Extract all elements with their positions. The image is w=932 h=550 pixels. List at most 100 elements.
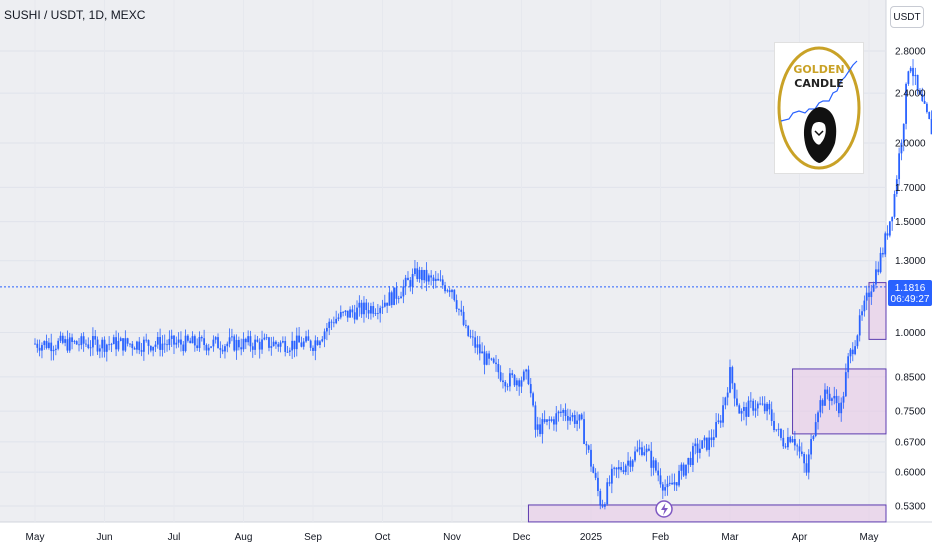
- candle-body: [504, 381, 507, 387]
- candle: [893, 190, 896, 219]
- lightning-icon: [661, 503, 668, 516]
- candle-body: [85, 343, 87, 345]
- candle: [154, 341, 157, 353]
- candle-body: [124, 338, 127, 351]
- candle-body: [66, 339, 69, 351]
- event-marker[interactable]: [655, 500, 673, 518]
- candle-body: [240, 347, 243, 350]
- candle-body: [858, 315, 861, 336]
- candle-body: [420, 270, 423, 281]
- candle-body: [604, 504, 606, 507]
- candle-body: [777, 428, 780, 430]
- candle-body: [235, 339, 238, 351]
- candle: [89, 340, 92, 357]
- candle-body: [689, 457, 692, 466]
- candle-body: [402, 286, 405, 297]
- candle: [117, 332, 120, 352]
- candle: [738, 403, 741, 414]
- candle-body: [773, 421, 775, 431]
- candle: [485, 350, 488, 366]
- candle-body: [657, 470, 660, 476]
- candle-body: [856, 335, 859, 347]
- candle: [749, 392, 752, 409]
- candle-body: [592, 466, 595, 473]
- candle: [256, 335, 259, 343]
- candle-body: [353, 312, 356, 320]
- candle: [634, 446, 636, 463]
- currency-unit-button[interactable]: USDT: [890, 6, 924, 28]
- candle: [437, 273, 439, 281]
- candle-body: [814, 422, 817, 437]
- candle-body: [833, 395, 836, 399]
- support-zone: [868, 282, 887, 340]
- candle-body: [168, 338, 171, 345]
- candle: [210, 346, 212, 349]
- candle: [594, 468, 597, 481]
- candle-body: [379, 307, 382, 314]
- candle: [529, 377, 532, 398]
- candle-body: [729, 367, 731, 393]
- candle-body: [147, 340, 150, 346]
- candle-body: [793, 439, 796, 446]
- candle-body: [103, 339, 106, 352]
- candle: [759, 396, 762, 406]
- candle: [288, 347, 291, 357]
- candle-body: [506, 386, 509, 388]
- candle-body: [583, 419, 585, 444]
- candle: [543, 410, 546, 424]
- price-axis[interactable]: 2.8000 2.4000 2.0000 1.7000 1.5000 1.3000 1.00…: [895, 47, 926, 513]
- candle: [629, 456, 632, 472]
- candle-body: [812, 436, 815, 440]
- candle-body: [624, 465, 627, 473]
- candle-body: [78, 344, 80, 346]
- time-axis[interactable]: May Jun Jul Aug Sep Oct Nov Dec 2025 Feb Mar Apr May: [26, 532, 879, 543]
- candle-body: [726, 392, 729, 398]
- candle: [784, 443, 787, 449]
- candle-body: [448, 290, 451, 293]
- y-tick-label: 0.8500: [895, 372, 926, 383]
- candle-body: [719, 420, 722, 423]
- candle: [203, 329, 206, 351]
- candle-body: [826, 389, 829, 394]
- candle: [610, 464, 613, 494]
- candle: [103, 336, 106, 358]
- x-tick-label: Jul: [168, 532, 181, 543]
- candle: [300, 336, 303, 348]
- candle: [810, 434, 812, 460]
- candle-body: [298, 335, 300, 343]
- candle-body: [101, 339, 104, 349]
- candle-body: [159, 337, 161, 350]
- candle: [534, 401, 537, 438]
- candle-body: [787, 437, 789, 448]
- candle: [314, 335, 317, 361]
- candle-body: [550, 419, 553, 421]
- candle: [258, 338, 261, 359]
- candle: [309, 339, 312, 351]
- x-tick-label: May: [860, 532, 879, 543]
- candle-body: [687, 457, 690, 465]
- y-tick-label: 2.0000: [895, 138, 926, 149]
- candle-body: [824, 389, 826, 406]
- candle: [599, 488, 602, 510]
- candle: [467, 325, 470, 338]
- candle-body: [397, 298, 400, 300]
- candle-body: [434, 278, 437, 282]
- candle-body: [740, 410, 743, 414]
- candle: [434, 270, 437, 289]
- candle-body: [89, 347, 92, 349]
- candle-body: [766, 403, 768, 412]
- candle: [652, 456, 655, 476]
- candle-body: [451, 289, 453, 293]
- candle-body: [891, 216, 894, 222]
- candle: [546, 419, 548, 426]
- candle-body: [349, 309, 351, 318]
- candle-body: [907, 71, 910, 84]
- candle-body: [875, 269, 877, 285]
- candle-body: [652, 460, 655, 468]
- candle-body: [784, 446, 787, 448]
- candle: [448, 287, 451, 297]
- candle: [888, 221, 891, 238]
- candle: [587, 444, 590, 453]
- candle: [291, 331, 294, 359]
